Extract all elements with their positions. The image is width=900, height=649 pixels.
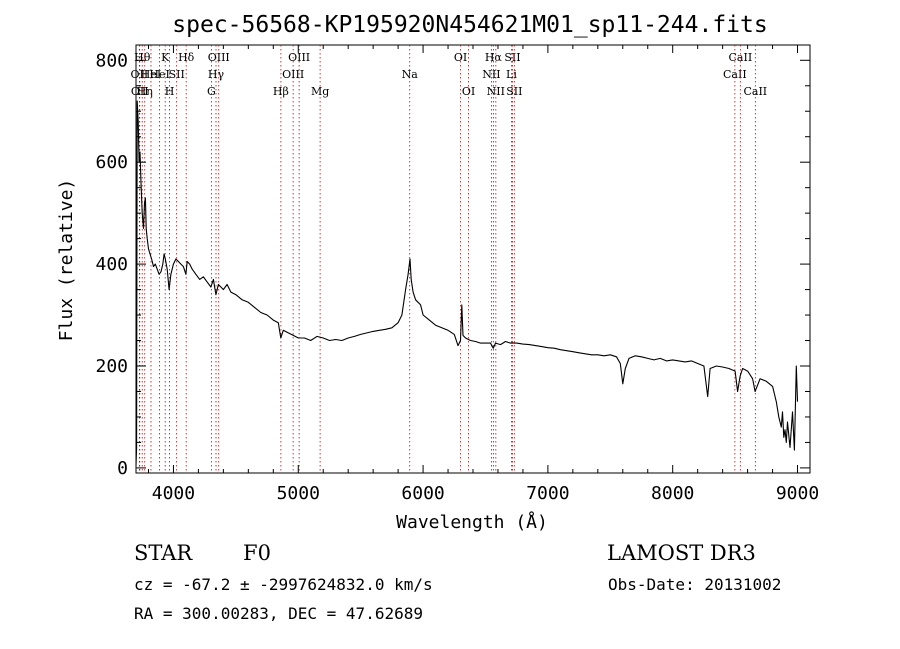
line-label-9: Hδ <box>178 51 195 64</box>
radec-text: RA = 300.00283, DEC = 47.62689 <box>134 604 423 623</box>
y-tick-label-1: 200 <box>95 356 128 377</box>
line-label-1: OII <box>131 85 149 98</box>
line-label-4: HeI <box>141 68 161 81</box>
object-subclass: F0 <box>243 541 271 565</box>
line-label-22: NII <box>487 85 505 98</box>
obs-date: Obs-Date: 20131002 <box>608 575 781 594</box>
x-tick-label-3: 7000 <box>526 483 569 504</box>
line-label-5: HeI <box>149 68 169 81</box>
y-tick-label-2: 400 <box>95 254 128 275</box>
x-axis-label: Wavelength (Å) <box>396 511 548 533</box>
line-label-12: OIII <box>208 51 230 64</box>
line-label-13: Hβ <box>273 85 289 98</box>
line-label-15: OIII <box>288 51 310 64</box>
line-label-14: OIII <box>282 68 304 81</box>
line-label-10: G <box>207 85 216 98</box>
y-tick-label-4: 800 <box>95 50 128 71</box>
y-tick-label-0: 0 <box>117 458 128 479</box>
line-label-21: Hα <box>485 51 503 64</box>
x-tick-label-2: 6000 <box>401 483 444 504</box>
plot-area: OIIOIIHθHηHeIHeIKHSIIHδGHγOIIIHβOIIIOIII… <box>95 44 819 504</box>
survey-name: LAMOST DR3 <box>607 541 756 565</box>
line-label-26: CaII <box>723 68 747 81</box>
line-label-7: H <box>165 85 175 98</box>
chart-title: spec-56568-KP195920N454621M01_sp11-244.f… <box>172 12 767 38</box>
line-label-28: CaII <box>743 85 767 98</box>
line-label-18: OI <box>454 51 467 64</box>
line-label-2: Hθ <box>134 51 151 64</box>
x-tick-label-4: 8000 <box>651 483 694 504</box>
x-tick-label-1: 5000 <box>277 483 320 504</box>
y-tick-label-3: 600 <box>95 152 128 173</box>
line-label-20: NII <box>482 68 500 81</box>
spectrum-line-0 <box>135 100 799 466</box>
line-label-8: SII <box>169 68 185 81</box>
line-label-3: Hη <box>137 85 153 98</box>
line-label-16: Mg <box>311 85 329 98</box>
y-axis-label: Flux (relative) <box>56 179 77 342</box>
object-class: STAR <box>134 541 193 565</box>
plot-frame <box>135 44 811 474</box>
x-tick-label-5: 9000 <box>776 483 819 504</box>
line-label-27: CaII <box>729 51 753 64</box>
line-label-23: Li <box>506 68 517 81</box>
line-label-6: K <box>161 51 170 64</box>
line-label-25: SII <box>506 85 522 98</box>
line-label-24: SII <box>504 51 520 64</box>
line-label-11: Hγ <box>208 68 225 81</box>
redshift-text: cz = -67.2 ± -2997624832.0 km/s <box>134 575 433 594</box>
line-label-19: OI <box>462 85 475 98</box>
line-label-17: Na <box>402 68 419 81</box>
x-tick-label-0: 4000 <box>152 483 195 504</box>
